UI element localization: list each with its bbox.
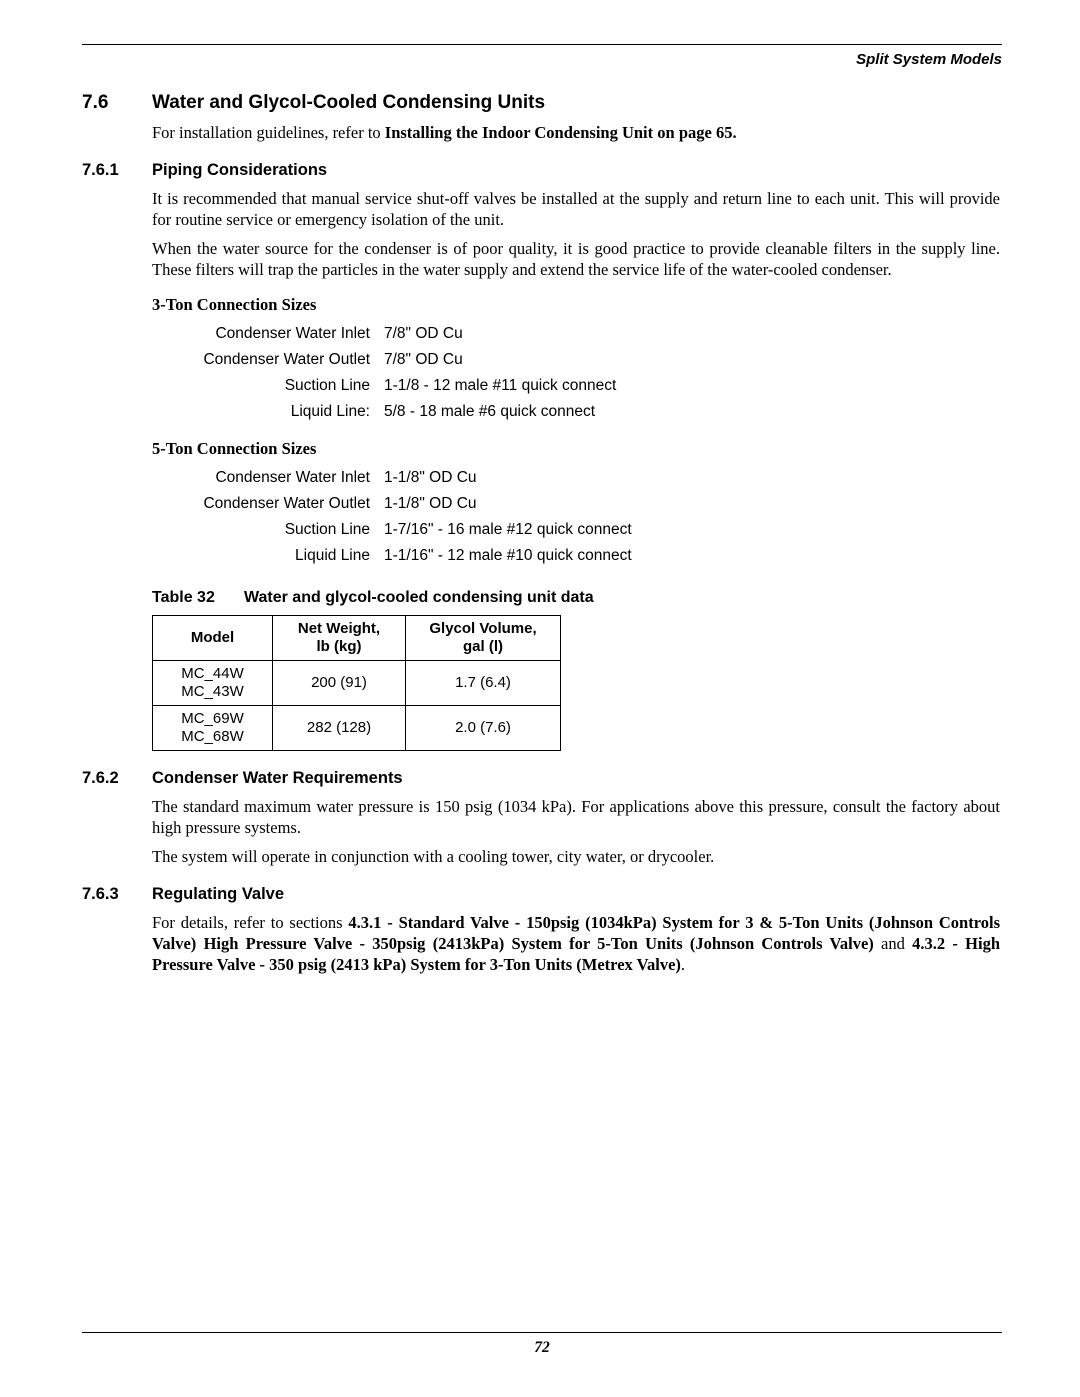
conn-row: Liquid Line 1-1/16" - 12 male #10 quick … bbox=[170, 543, 1000, 569]
intro-prefix: For installation guidelines, refer to bbox=[152, 123, 385, 142]
table-header-row: Model Net Weight,lb (kg) Glycol Volume,g… bbox=[153, 615, 561, 660]
conn-label: Suction Line bbox=[170, 377, 384, 395]
cell-model: MC_44WMC_43W bbox=[153, 660, 273, 705]
cell-weight: 282 (128) bbox=[273, 705, 406, 750]
col-weight: Net Weight,lb (kg) bbox=[273, 615, 406, 660]
paragraph: When the water source for the condenser … bbox=[152, 238, 1000, 280]
table32-caption: Table 32Water and glycol-cooled condensi… bbox=[152, 589, 1000, 607]
conn-row: Condenser Water Inlet 1-1/8" OD Cu bbox=[170, 465, 1000, 491]
page-number: 72 bbox=[82, 1339, 1002, 1357]
page-footer: 72 bbox=[82, 1332, 1002, 1357]
conn-label: Suction Line bbox=[170, 521, 384, 539]
conn5-heading: 5-Ton Connection Sizes bbox=[152, 439, 1000, 459]
table32: Model Net Weight,lb (kg) Glycol Volume,g… bbox=[152, 615, 561, 751]
subsection-body: The standard maximum water pressure is 1… bbox=[152, 796, 1000, 867]
subsection-7-6-3: 7.6.3 Regulating Valve bbox=[82, 885, 1002, 904]
conn-row: Condenser Water Outlet 7/8" OD Cu bbox=[170, 347, 1000, 373]
table-number: Table 32 bbox=[152, 589, 244, 607]
page: Split System Models 7.6 Water and Glycol… bbox=[0, 0, 1080, 1397]
conn-value: 7/8" OD Cu bbox=[384, 351, 1000, 369]
conn-value: 1-1/16" - 12 male #10 quick connect bbox=[384, 547, 1000, 565]
table-row: MC_69WMC_68W 282 (128) 2.0 (7.6) bbox=[153, 705, 561, 750]
conn-label: Condenser Water Outlet bbox=[170, 495, 384, 513]
col-glycol: Glycol Volume,gal (l) bbox=[406, 615, 561, 660]
intro-paragraph: For installation guidelines, refer to In… bbox=[152, 122, 1000, 143]
text: . bbox=[681, 955, 685, 974]
paragraph: It is recommended that manual service sh… bbox=[152, 188, 1000, 230]
subsection-title: Condenser Water Requirements bbox=[152, 769, 403, 788]
cell-model: MC_69WMC_68W bbox=[153, 705, 273, 750]
conn-row: Suction Line 1-1/8 - 12 male #11 quick c… bbox=[170, 373, 1000, 399]
col-model: Model bbox=[153, 615, 273, 660]
header-rule bbox=[82, 44, 1002, 45]
conn-label: Liquid Line: bbox=[170, 403, 384, 421]
section-body: For installation guidelines, refer to In… bbox=[152, 122, 1000, 143]
conn-value: 1-1/8" OD Cu bbox=[384, 495, 1000, 513]
subsection-number: 7.6.3 bbox=[82, 885, 152, 904]
cell-glycol: 1.7 (6.4) bbox=[406, 660, 561, 705]
section-title: Water and Glycol-Cooled Condensing Units bbox=[152, 92, 545, 114]
table-title: Water and glycol-cooled condensing unit … bbox=[244, 589, 594, 606]
section-number: 7.6 bbox=[82, 92, 152, 114]
table-row: MC_44WMC_43W 200 (91) 1.7 (6.4) bbox=[153, 660, 561, 705]
subsection-title: Regulating Valve bbox=[152, 885, 284, 904]
subsection-title: Piping Considerations bbox=[152, 161, 327, 180]
conn-label: Liquid Line bbox=[170, 547, 384, 565]
subsection-body: For details, refer to sections 4.3.1 - S… bbox=[152, 912, 1000, 975]
paragraph: The system will operate in conjunction w… bbox=[152, 846, 1000, 867]
cell-weight: 200 (91) bbox=[273, 660, 406, 705]
conn-value: 1-7/16" - 16 male #12 quick connect bbox=[384, 521, 1000, 539]
conn-value: 5/8 - 18 male #6 quick connect bbox=[384, 403, 1000, 421]
text: and bbox=[874, 934, 912, 953]
section-heading: 7.6 Water and Glycol-Cooled Condensing U… bbox=[82, 92, 1002, 114]
paragraph: The standard maximum water pressure is 1… bbox=[152, 796, 1000, 838]
conn3-table: Condenser Water Inlet 7/8" OD Cu Condens… bbox=[170, 321, 1000, 425]
conn-label: Condenser Water Inlet bbox=[170, 325, 384, 343]
conn3-heading: 3-Ton Connection Sizes bbox=[152, 295, 1000, 315]
footer-rule bbox=[82, 1332, 1002, 1333]
conn5-table: Condenser Water Inlet 1-1/8" OD Cu Conde… bbox=[170, 465, 1000, 569]
conn-label: Condenser Water Inlet bbox=[170, 469, 384, 487]
conn-label: Condenser Water Outlet bbox=[170, 351, 384, 369]
conn-value: 1-1/8 - 12 male #11 quick connect bbox=[384, 377, 1000, 395]
subsection-7-6-1: 7.6.1 Piping Considerations bbox=[82, 161, 1002, 180]
conn-value: 7/8" OD Cu bbox=[384, 325, 1000, 343]
conn-value: 1-1/8" OD Cu bbox=[384, 469, 1000, 487]
subsection-number: 7.6.2 bbox=[82, 769, 152, 788]
conn-row: Suction Line 1-7/16" - 16 male #12 quick… bbox=[170, 517, 1000, 543]
subsection-body: It is recommended that manual service sh… bbox=[152, 188, 1000, 750]
conn-row: Condenser Water Inlet 7/8" OD Cu bbox=[170, 321, 1000, 347]
cell-glycol: 2.0 (7.6) bbox=[406, 705, 561, 750]
intro-bold: Installing the Indoor Condensing Unit on… bbox=[385, 123, 737, 142]
conn-row: Liquid Line: 5/8 - 18 male #6 quick conn… bbox=[170, 399, 1000, 425]
subsection-7-6-2: 7.6.2 Condenser Water Requirements bbox=[82, 769, 1002, 788]
running-header: Split System Models bbox=[82, 51, 1002, 68]
paragraph: For details, refer to sections 4.3.1 - S… bbox=[152, 912, 1000, 975]
conn-row: Condenser Water Outlet 1-1/8" OD Cu bbox=[170, 491, 1000, 517]
text: For details, refer to sections bbox=[152, 913, 348, 932]
subsection-number: 7.6.1 bbox=[82, 161, 152, 180]
